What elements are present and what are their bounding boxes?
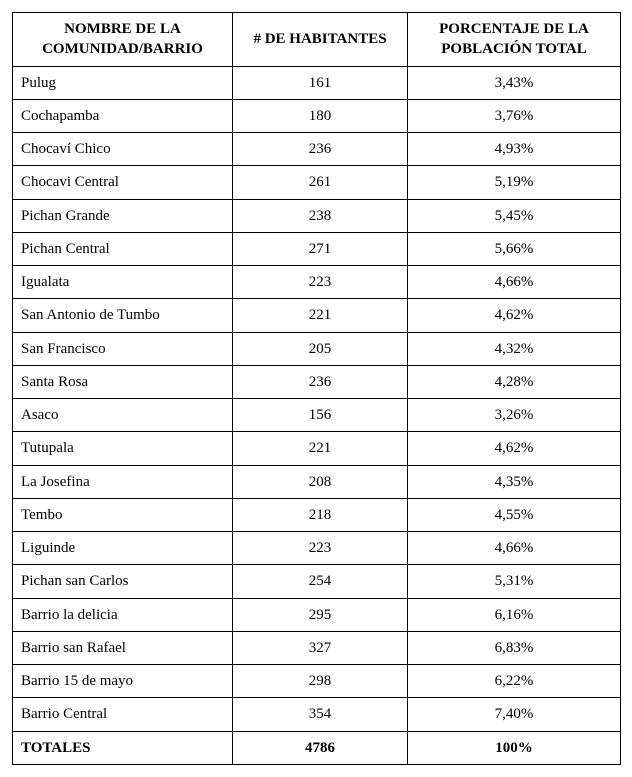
table-row: Barrio san Rafael3276,83%: [13, 631, 621, 664]
table-row: Pulug1613,43%: [13, 66, 621, 99]
cell-pop: 261: [233, 166, 408, 199]
table-header: NOMBRE DE LA COMUNIDAD/BARRIO # DE HABIT…: [13, 13, 621, 67]
cell-pop: 221: [233, 299, 408, 332]
cell-pct: 4,35%: [408, 465, 621, 498]
cell-pct: 4,55%: [408, 498, 621, 531]
cell-pct: 4,66%: [408, 266, 621, 299]
cell-pop: 327: [233, 631, 408, 664]
cell-pop: 156: [233, 399, 408, 432]
cell-name: Barrio san Rafael: [13, 631, 233, 664]
cell-pct: 4,66%: [408, 532, 621, 565]
table-row: Liguinde2234,66%: [13, 532, 621, 565]
cell-pop: 271: [233, 232, 408, 265]
table-totals-row: TOTALES 4786 100%: [13, 731, 621, 764]
cell-name: Pichan Grande: [13, 199, 233, 232]
col-header-pop: # DE HABITANTES: [233, 13, 408, 67]
table-row: Pichan Central2715,66%: [13, 232, 621, 265]
table-body: Pulug1613,43%Cochapamba1803,76%Chocaví C…: [13, 66, 621, 731]
cell-pct: 5,66%: [408, 232, 621, 265]
cell-name: Santa Rosa: [13, 365, 233, 398]
cell-name: Asaco: [13, 399, 233, 432]
table-row: Tembo2184,55%: [13, 498, 621, 531]
cell-pop: 254: [233, 565, 408, 598]
table-row: San Francisco2054,32%: [13, 332, 621, 365]
table-row: Santa Rosa2364,28%: [13, 365, 621, 398]
cell-pct: 6,83%: [408, 631, 621, 664]
table-row: Barrio la delicia2956,16%: [13, 598, 621, 631]
table-row: Chocavi Central2615,19%: [13, 166, 621, 199]
table-row: Chocaví Chico2364,93%: [13, 133, 621, 166]
cell-name: Cochapamba: [13, 99, 233, 132]
cell-name: Pulug: [13, 66, 233, 99]
cell-pop: 180: [233, 99, 408, 132]
cell-name: Igualata: [13, 266, 233, 299]
cell-pct: 4,62%: [408, 299, 621, 332]
cell-name: Barrio 15 de mayo: [13, 665, 233, 698]
col-header-name: NOMBRE DE LA COMUNIDAD/BARRIO: [13, 13, 233, 67]
cell-pop: 221: [233, 432, 408, 465]
cell-pct: 5,31%: [408, 565, 621, 598]
cell-name: San Francisco: [13, 332, 233, 365]
cell-pop: 223: [233, 266, 408, 299]
cell-pct: 4,28%: [408, 365, 621, 398]
cell-pop: 223: [233, 532, 408, 565]
table-row: Pichan Grande2385,45%: [13, 199, 621, 232]
cell-pop: 161: [233, 66, 408, 99]
cell-pct: 4,32%: [408, 332, 621, 365]
table-row: Barrio Central3547,40%: [13, 698, 621, 731]
cell-name: Chocaví Chico: [13, 133, 233, 166]
cell-pct: 3,43%: [408, 66, 621, 99]
population-table: NOMBRE DE LA COMUNIDAD/BARRIO # DE HABIT…: [12, 12, 621, 765]
cell-pct: 5,19%: [408, 166, 621, 199]
cell-pop: 236: [233, 133, 408, 166]
table-row: Cochapamba1803,76%: [13, 99, 621, 132]
totals-pct: 100%: [408, 731, 621, 764]
cell-name: Tutupala: [13, 432, 233, 465]
table-row: Igualata2234,66%: [13, 266, 621, 299]
table-row: Asaco1563,26%: [13, 399, 621, 432]
cell-pop: 238: [233, 199, 408, 232]
cell-name: Pichan san Carlos: [13, 565, 233, 598]
cell-name: Liguinde: [13, 532, 233, 565]
cell-name: San Antonio de Tumbo: [13, 299, 233, 332]
cell-pop: 298: [233, 665, 408, 698]
cell-name: La Josefina: [13, 465, 233, 498]
cell-pop: 218: [233, 498, 408, 531]
col-header-pct: PORCENTAJE DE LA POBLACIÓN TOTAL: [408, 13, 621, 67]
cell-name: Barrio Central: [13, 698, 233, 731]
cell-pop: 295: [233, 598, 408, 631]
cell-pct: 3,26%: [408, 399, 621, 432]
table-row: Pichan san Carlos2545,31%: [13, 565, 621, 598]
cell-name: Chocavi Central: [13, 166, 233, 199]
cell-name: Pichan Central: [13, 232, 233, 265]
cell-name: Barrio la delicia: [13, 598, 233, 631]
table-row: Barrio 15 de mayo2986,22%: [13, 665, 621, 698]
table-row: Tutupala2214,62%: [13, 432, 621, 465]
cell-pct: 3,76%: [408, 99, 621, 132]
cell-pct: 5,45%: [408, 199, 621, 232]
cell-pct: 4,62%: [408, 432, 621, 465]
cell-pct: 6,16%: [408, 598, 621, 631]
totals-label: TOTALES: [13, 731, 233, 764]
cell-pct: 7,40%: [408, 698, 621, 731]
table-row: San Antonio de Tumbo2214,62%: [13, 299, 621, 332]
table-row: La Josefina2084,35%: [13, 465, 621, 498]
cell-pop: 208: [233, 465, 408, 498]
cell-pop: 205: [233, 332, 408, 365]
totals-pop: 4786: [233, 731, 408, 764]
cell-pop: 354: [233, 698, 408, 731]
cell-pct: 4,93%: [408, 133, 621, 166]
cell-pct: 6,22%: [408, 665, 621, 698]
cell-name: Tembo: [13, 498, 233, 531]
cell-pop: 236: [233, 365, 408, 398]
